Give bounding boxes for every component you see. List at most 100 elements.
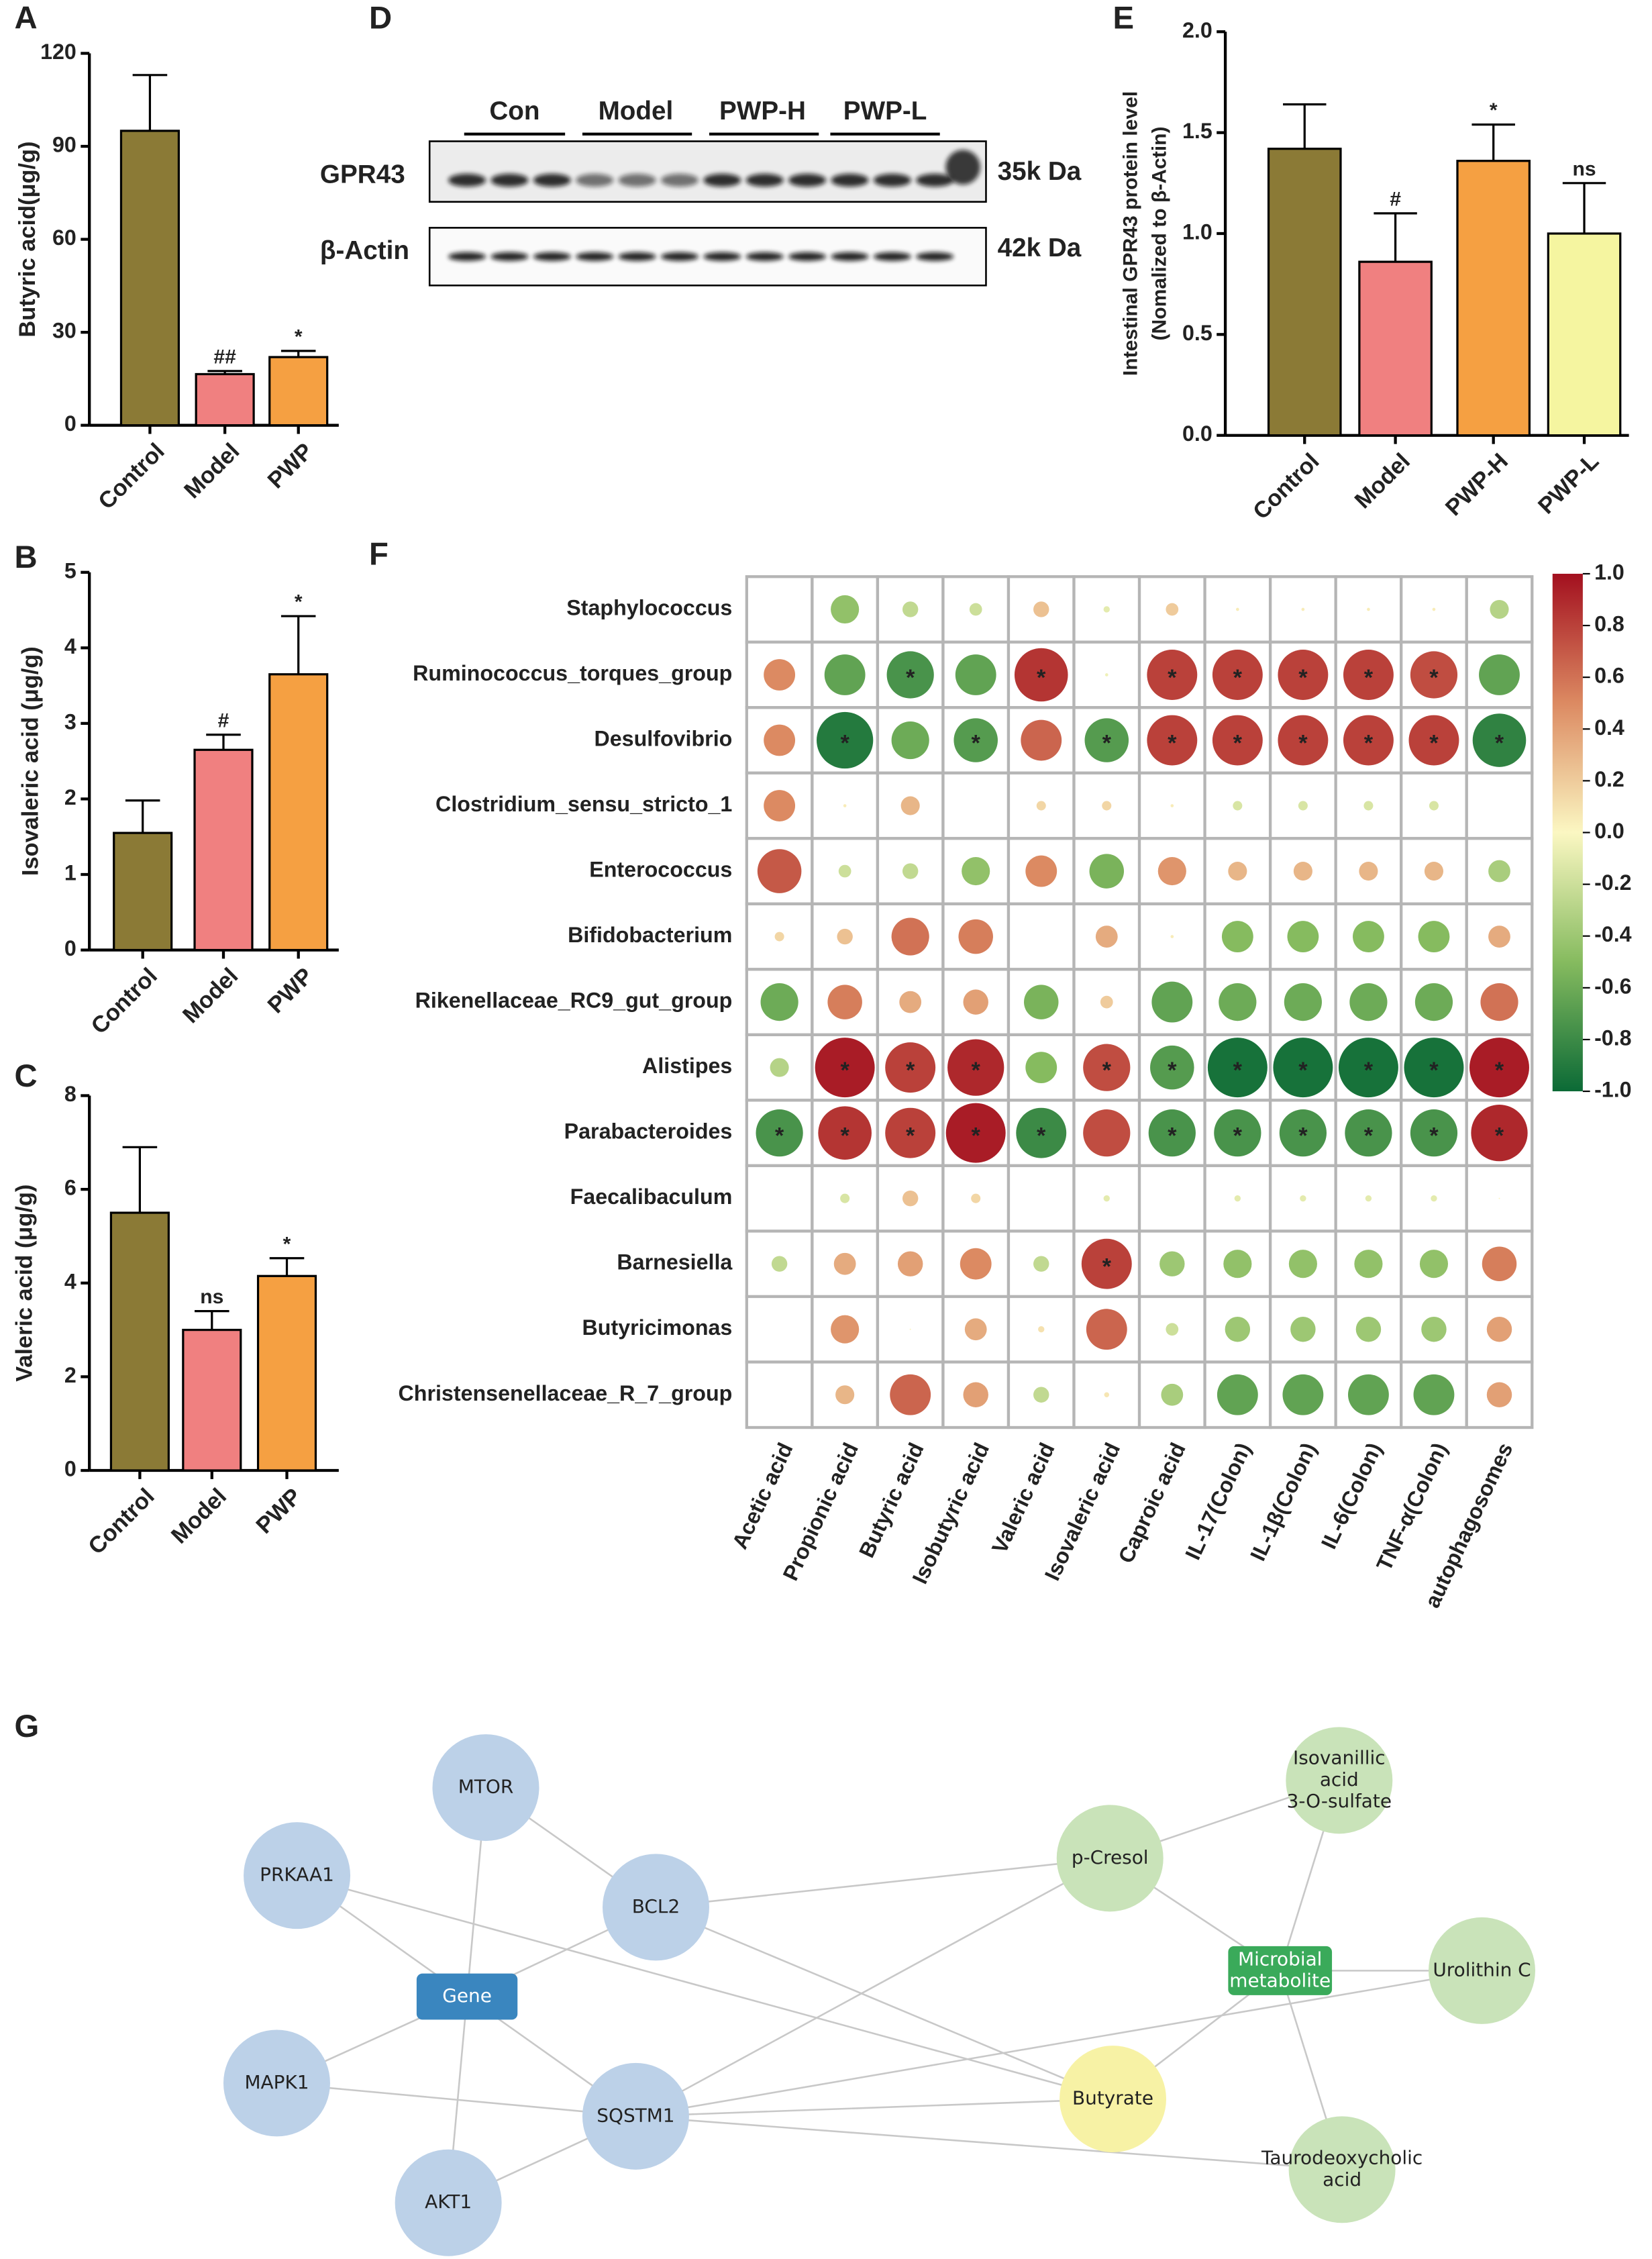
correlation-bubble (818, 1106, 872, 1160)
grid-cell (745, 1164, 814, 1233)
row-label: Staphylococcus (566, 595, 732, 619)
significance-marker: * (1233, 1058, 1243, 1083)
network-edge (297, 1874, 1113, 2100)
panel-letter: G (14, 1709, 39, 1744)
grid-cell (1268, 771, 1337, 840)
y-axis-label: Valeric acid (μg/g) (12, 1185, 38, 1382)
correlation-bubble (1278, 650, 1329, 700)
correlation-bubble (1414, 983, 1453, 1021)
correlation-bubble (1095, 925, 1118, 948)
y-tick-label: 1.0 (1182, 220, 1212, 244)
correlation-bubble (827, 985, 862, 1019)
row-label: Ruminococcus_torques_group (413, 661, 732, 685)
correlation-bubble (1424, 862, 1444, 881)
significance-marker: * (1364, 731, 1374, 756)
lane-group-label: PWP-L (843, 97, 927, 126)
significance-marker: * (1298, 1123, 1308, 1149)
y-tick-label: 1.5 (1182, 119, 1212, 143)
y-tick-label: 60 (52, 225, 76, 250)
correlation-bubble (1353, 921, 1384, 952)
colorbar-tick-label: -0.8 (1594, 1025, 1632, 1050)
correlation-bubble (886, 651, 934, 699)
significance-marker: * (1298, 731, 1308, 756)
correlation-bubble (1221, 921, 1253, 952)
blot-band (576, 173, 614, 187)
significance-marker: * (840, 1123, 849, 1149)
significance-marker: * (1233, 665, 1243, 691)
correlation-bubble (953, 718, 998, 762)
network-node (1056, 1805, 1164, 1912)
significance-marker: * (972, 1123, 981, 1149)
colorbar-tick-label: 1.0 (1594, 560, 1624, 584)
significance-marker: * (840, 1058, 849, 1083)
blot-band (533, 252, 571, 261)
significance-marker: * (1168, 1123, 1177, 1149)
network-node (395, 2149, 502, 2256)
network-edge (276, 2082, 636, 2117)
grid-cell (1006, 1360, 1076, 1429)
node-label: acid (1320, 1768, 1359, 1791)
node-label: BCL2 (632, 1895, 680, 1917)
significance-marker: * (1037, 665, 1046, 691)
network-edge (635, 1857, 1111, 2117)
blot-band (873, 252, 911, 261)
correlation-bubble (1363, 801, 1374, 811)
row-label: Desulfovibrio (594, 727, 732, 751)
lane-group-label: Model (599, 97, 674, 126)
y-tick-label: 2 (64, 785, 76, 809)
correlation-bubble (815, 1038, 875, 1098)
correlation-bubble (1038, 1326, 1045, 1333)
correlation-bubble (1104, 673, 1108, 676)
significance-marker: * (1168, 731, 1177, 756)
correlation-bubble (1300, 1195, 1306, 1202)
correlation-bubble (1486, 1316, 1512, 1342)
correlation-bubble (1498, 1197, 1500, 1199)
bar (1547, 232, 1622, 437)
colorbar-tick-label: -0.2 (1594, 870, 1632, 895)
blot-band (745, 252, 784, 261)
node-label: PRKAA1 (260, 1864, 334, 1886)
node-label: Urolithin C (1433, 1958, 1531, 1980)
correlation-bubble (1278, 715, 1329, 766)
blot-band (916, 173, 954, 187)
correlation-bubble (1488, 925, 1510, 948)
correlation-bubble (1365, 1195, 1372, 1202)
significance-marker: * (906, 1058, 915, 1083)
significance-marker: * (1102, 1058, 1112, 1083)
correlation-bubble (1147, 650, 1198, 700)
correlation-bubble (1083, 1044, 1131, 1091)
correlation-bubble (1214, 1109, 1261, 1157)
correlation-bubble (1157, 857, 1186, 886)
correlation-bubble (909, 1328, 911, 1330)
y-tick-label: 8 (64, 1082, 76, 1106)
x-tick-label: PWP (263, 438, 318, 493)
network-edge (655, 1906, 1114, 2100)
correlation-bubble (1490, 599, 1509, 619)
lane-group-label: Con (489, 97, 539, 126)
blot-band (576, 252, 614, 261)
correlation-bubble (1482, 1246, 1517, 1281)
grid-cell (1334, 1360, 1403, 1429)
significance-marker: * (1429, 665, 1439, 691)
correlation-bubble (902, 1190, 919, 1207)
correlation-bubble (817, 711, 874, 769)
correlation-bubble (1025, 855, 1057, 887)
colorbar-tick-label: -0.6 (1594, 974, 1632, 998)
significance-marker: * (1168, 1058, 1177, 1083)
correlation-bubble (770, 1058, 789, 1077)
network-node (416, 1973, 518, 2020)
correlation-bubble (1367, 607, 1370, 611)
correlation-bubble (840, 1193, 850, 1203)
correlation-bubble (962, 857, 990, 886)
correlation-bubble (891, 917, 929, 956)
correlation-bubble (833, 1252, 856, 1275)
correlation-bubble (774, 932, 784, 942)
y-tick-label: 6 (64, 1176, 76, 1200)
x-tick-label: Control (93, 438, 169, 514)
blot-band (491, 173, 529, 187)
bar (268, 356, 329, 427)
y-tick-label: 4 (64, 1269, 76, 1293)
network-edge (656, 1857, 1111, 1909)
correlation-bubble (1469, 1038, 1529, 1098)
panel-letter: C (14, 1058, 37, 1094)
